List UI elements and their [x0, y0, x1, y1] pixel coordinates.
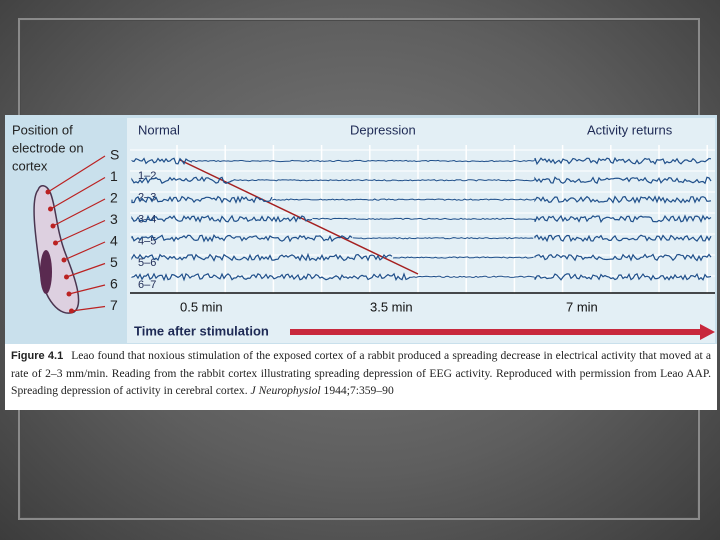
- electrode-dot: [61, 257, 67, 263]
- panel-title: Position of: [12, 122, 73, 137]
- eeg-trace: [409, 275, 535, 278]
- caption-label: Figure 4.1: [11, 350, 64, 362]
- eeg-trace: [131, 157, 193, 165]
- eeg-trace: [534, 156, 712, 166]
- electrode-lead: [68, 284, 106, 295]
- time-label: 0.5 min: [180, 299, 223, 314]
- electrode-lead: [50, 176, 106, 210]
- eeg-trace: [312, 217, 536, 221]
- eeg-trace: [231, 179, 535, 182]
- eeg-trace: [534, 214, 712, 224]
- electrode-label: 6: [110, 276, 118, 292]
- time-arrow: [290, 324, 715, 340]
- electrode-dot: [53, 240, 58, 246]
- panel-title: cortex: [12, 158, 48, 173]
- electrode-dot: [45, 189, 51, 195]
- eeg-trace: [131, 176, 233, 184]
- electrode-dot: [50, 223, 56, 229]
- electrode-lead: [63, 241, 106, 261]
- panel-title: electrode on: [12, 140, 84, 155]
- time-label: 7 min: [566, 299, 598, 314]
- eeg-trace: [352, 237, 534, 240]
- channel-label: 5–6: [138, 257, 156, 269]
- electrode-label: 5: [110, 254, 118, 270]
- time-label: 3.5 min: [370, 299, 413, 314]
- cortex-lesion: [40, 250, 52, 294]
- caption-text: Leao found that noxious stimulation of t…: [11, 349, 711, 397]
- caption: Figure 4.1 Leao found that noxious stimul…: [5, 344, 717, 410]
- electrode-label: 4: [110, 233, 118, 249]
- eeg-trace: [534, 234, 712, 243]
- header: Activity returns: [587, 122, 673, 137]
- electrode-dot: [64, 274, 69, 280]
- eeg-trace: [131, 252, 393, 262]
- electrode-lead: [55, 219, 106, 244]
- channel-label: 4–5: [138, 235, 156, 247]
- eeg-trace: [131, 214, 313, 223]
- caption-citation: 1944;7:359–90: [323, 384, 394, 397]
- electrode-dot: [48, 206, 53, 212]
- eeg-trace: [272, 198, 535, 201]
- eeg-trace: [534, 195, 712, 204]
- electrode-lead: [71, 305, 106, 312]
- eeg-trace: [534, 253, 712, 262]
- eeg-trace: [534, 176, 712, 185]
- axis-label: Time after stimulation: [134, 323, 269, 338]
- eeg-trace: [131, 233, 353, 243]
- electrode-lead: [66, 262, 106, 278]
- eeg-trace: [191, 159, 535, 163]
- channel-label: 6–7: [138, 279, 156, 291]
- header: Normal: [138, 122, 180, 137]
- eeg-trace: [393, 256, 534, 259]
- electrode-lead: [47, 155, 106, 193]
- eeg-trace: [534, 272, 712, 281]
- electrode-label: 2: [110, 190, 118, 206]
- eeg-trace: [131, 195, 273, 205]
- electrode-label: 3: [110, 211, 118, 227]
- electrode-label: 1: [110, 168, 118, 184]
- electrode-dot: [69, 308, 74, 314]
- header: Depression: [350, 122, 416, 137]
- caption-journal: J Neurophysiol: [250, 384, 321, 397]
- electrode-dot: [66, 291, 72, 297]
- eeg-trace: [131, 272, 411, 282]
- electrode-label: 7: [110, 297, 118, 313]
- electrode-label: S: [110, 147, 119, 163]
- electrode-lead: [52, 198, 106, 227]
